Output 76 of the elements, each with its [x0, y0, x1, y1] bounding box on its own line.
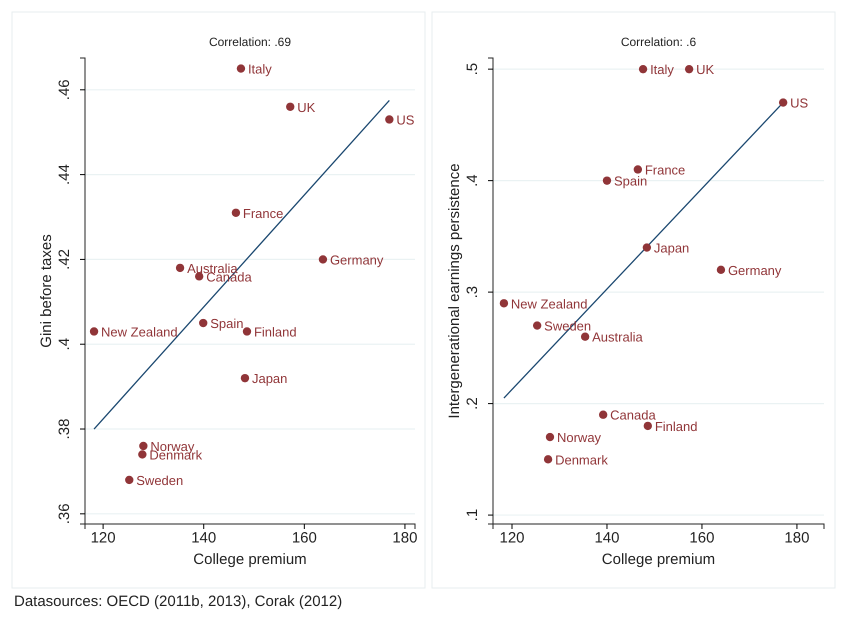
annotation: Italy	[650, 62, 674, 78]
point	[716, 266, 726, 274]
y-tick-label: .3	[464, 286, 481, 298]
point	[684, 64, 694, 74]
point	[240, 374, 250, 382]
point	[638, 64, 648, 74]
point	[286, 102, 294, 111]
annotation: New Zealand	[101, 324, 178, 340]
point	[602, 176, 612, 185]
annotation: US	[396, 112, 415, 128]
point	[642, 243, 652, 252]
point	[598, 410, 608, 419]
annotation: Canada	[610, 408, 656, 423]
x-tick-label: 140	[594, 530, 620, 547]
point	[242, 327, 252, 336]
y-tick-label: .38	[56, 418, 73, 440]
point	[634, 165, 642, 174]
point	[90, 327, 98, 336]
point	[125, 476, 134, 484]
y-tick-label: .4	[56, 338, 73, 350]
annotation: Sweden	[136, 472, 184, 488]
x-tick-label: 120	[90, 530, 116, 547]
y-axis-title: Intergenerational earnings persistence	[446, 163, 463, 419]
point	[199, 318, 208, 328]
text: Datasources: OECD (2011b, 2013), Corak (2012)	[14, 593, 342, 610]
point	[236, 64, 246, 73]
point	[580, 332, 590, 341]
annotation: Spain	[614, 174, 648, 189]
annotation: UK	[297, 100, 316, 115]
x-axis-title: College premium	[602, 551, 716, 568]
x-tick-label: 180	[392, 530, 418, 547]
annotation: Spain	[210, 316, 244, 332]
y-tick-label: .5	[464, 62, 481, 76]
point	[546, 432, 554, 442]
point	[138, 450, 147, 459]
annotation: Denmark	[555, 452, 608, 468]
chart-title: Correlation: .6	[620, 35, 697, 49]
point	[139, 442, 148, 450]
point	[778, 98, 788, 107]
point	[544, 455, 552, 464]
point	[385, 115, 394, 124]
annotation: Germany	[728, 262, 782, 278]
annotation: Finland	[254, 324, 297, 340]
point	[532, 321, 542, 330]
annotation: France	[644, 162, 686, 178]
point	[176, 264, 184, 272]
y-tick-label: .44	[56, 164, 73, 186]
x-tick-label: 160	[689, 530, 714, 547]
y-tick-label: .1	[464, 508, 481, 522]
annotation: New Zealand	[510, 296, 588, 312]
point	[318, 255, 328, 264]
y-tick-label: .2	[464, 397, 481, 410]
annotation: Japan	[252, 371, 288, 386]
point	[644, 422, 652, 430]
point	[232, 208, 240, 217]
x-tick-label: 160	[292, 530, 317, 547]
x-tick-label: 180	[784, 530, 810, 547]
annotation: US	[790, 96, 809, 111]
y-tick-label: .4	[464, 174, 481, 187]
y-tick-label: .42	[56, 248, 73, 270]
x-axis-title: College premium	[193, 551, 307, 568]
annotation: Australia	[592, 330, 644, 345]
point	[500, 299, 508, 308]
annotation: Japan	[654, 240, 690, 256]
y-axis-title: Gini before taxes	[38, 234, 55, 348]
annotation: UK	[696, 62, 715, 78]
annotation: Finland	[654, 418, 698, 434]
x-tick-label: 120	[499, 530, 525, 547]
y-tick-label: .46	[56, 79, 73, 100]
y-tick-label: .36	[56, 503, 73, 524]
annotation: France	[242, 206, 284, 221]
annotation: Germany	[330, 252, 384, 268]
x-tick-label: 140	[191, 530, 216, 547]
chart-title: Correlation: .69	[208, 35, 292, 49]
annotation: Italy	[248, 62, 272, 77]
annotation: Norway	[556, 430, 602, 446]
